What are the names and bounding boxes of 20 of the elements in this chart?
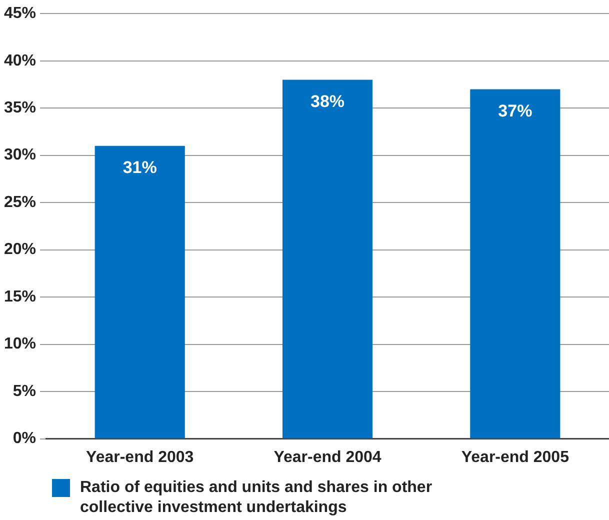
bar xyxy=(94,146,185,438)
data-label: 38% xyxy=(310,92,345,111)
data-label: 37% xyxy=(498,101,532,120)
bar xyxy=(282,80,373,438)
x-tick-label: Year-end 2003 xyxy=(86,448,194,466)
legend-label: Ratio of equities and units and shares in other collective investment undertakings xyxy=(80,478,434,518)
y-tick-label: 10% xyxy=(4,336,36,353)
y-tick-label: 30% xyxy=(4,146,36,164)
y-tick-label: 5% xyxy=(12,382,36,400)
y-tick-label: 40% xyxy=(4,52,36,70)
y-tick-label: 15% xyxy=(4,288,36,306)
y-tick-label: 0% xyxy=(12,430,36,448)
bar xyxy=(470,89,560,438)
x-tick-label: Year-end 2004 xyxy=(274,448,382,466)
y-tick-label: 45% xyxy=(4,5,36,22)
y-tick-label: 20% xyxy=(4,241,36,258)
x-tick-label: Year-end 2005 xyxy=(461,448,570,466)
data-label: 31% xyxy=(122,158,157,178)
y-tick-label: 25% xyxy=(4,194,36,211)
y-tick-label: 35% xyxy=(4,99,36,116)
